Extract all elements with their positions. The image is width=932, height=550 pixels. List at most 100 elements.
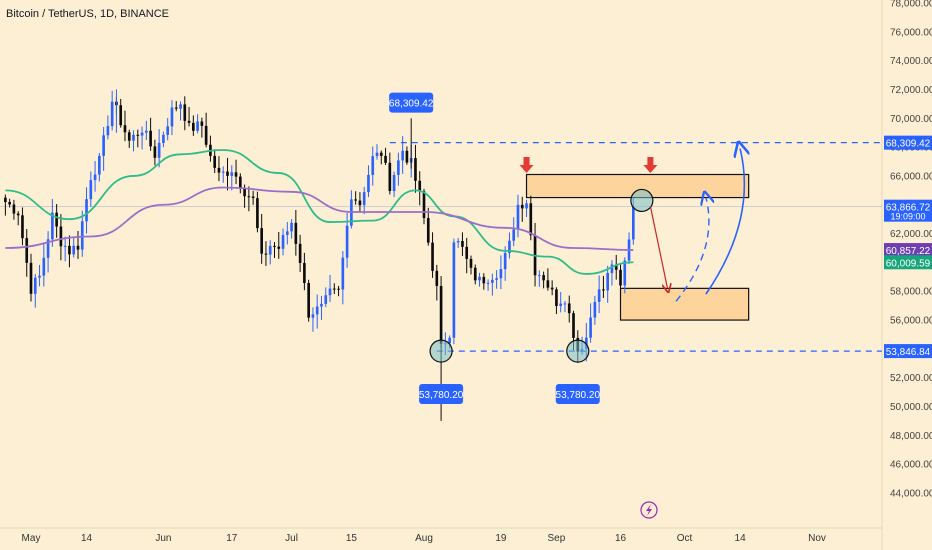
candle-body[interactable]	[461, 240, 464, 247]
candle-body[interactable]	[55, 212, 58, 227]
candle-body[interactable]	[192, 122, 195, 131]
candle-body[interactable]	[332, 288, 336, 290]
candle-body[interactable]	[281, 234, 285, 249]
candle-body[interactable]	[473, 267, 477, 281]
candle-body[interactable]	[256, 198, 259, 229]
candle-body[interactable]	[12, 204, 16, 214]
candle-body[interactable]	[102, 135, 105, 156]
candle-body[interactable]	[388, 162, 392, 191]
candle-body[interactable]	[230, 172, 234, 176]
candle-body[interactable]	[371, 156, 375, 175]
candle-body[interactable]	[469, 258, 473, 268]
candle-body[interactable]	[567, 303, 571, 314]
candle-body[interactable]	[563, 303, 567, 305]
candle-body[interactable]	[162, 134, 165, 143]
candle-body[interactable]	[76, 245, 80, 250]
candle-body[interactable]	[16, 213, 20, 216]
candle-body[interactable]	[4, 197, 7, 203]
candle-body[interactable]	[136, 134, 140, 136]
candle-body[interactable]	[375, 152, 379, 157]
candle-body[interactable]	[379, 152, 383, 156]
candle-body[interactable]	[529, 203, 533, 236]
candle-body[interactable]	[491, 279, 494, 283]
candle-body[interactable]	[72, 245, 76, 255]
candle-body[interactable]	[243, 188, 246, 197]
candle-body[interactable]	[572, 313, 575, 338]
candle-body[interactable]	[367, 174, 370, 193]
candle-body[interactable]	[439, 285, 443, 344]
candle-body[interactable]	[311, 314, 315, 318]
candle-body[interactable]	[153, 146, 157, 158]
candle-body[interactable]	[606, 273, 610, 291]
candle-body[interactable]	[63, 245, 67, 247]
candle-body[interactable]	[226, 171, 229, 176]
candle-body[interactable]	[610, 264, 614, 274]
candle-body[interactable]	[260, 228, 263, 254]
candle-body[interactable]	[145, 130, 148, 133]
candle-body[interactable]	[431, 242, 434, 271]
candle-body[interactable]	[200, 121, 204, 126]
candle-body[interactable]	[42, 257, 46, 276]
candle-body[interactable]	[520, 204, 524, 209]
candle-body[interactable]	[110, 101, 114, 127]
candle-body[interactable]	[290, 222, 293, 232]
candle-body[interactable]	[593, 301, 597, 318]
candle-body[interactable]	[234, 172, 238, 177]
candle-body[interactable]	[307, 283, 310, 318]
candle-body[interactable]	[508, 240, 511, 254]
candle-body[interactable]	[140, 132, 144, 136]
candle-body[interactable]	[631, 206, 635, 240]
candle-body[interactable]	[29, 262, 33, 294]
candle-body[interactable]	[59, 226, 63, 247]
candle-body[interactable]	[268, 245, 272, 255]
candle-body[interactable]	[525, 203, 528, 209]
candle-body[interactable]	[465, 246, 469, 259]
candle-body[interactable]	[452, 242, 456, 338]
candle-body[interactable]	[238, 176, 242, 189]
candle-body[interactable]	[597, 289, 601, 302]
candle-body[interactable]	[328, 288, 332, 296]
candle-body[interactable]	[285, 231, 289, 235]
candle-body[interactable]	[512, 229, 516, 241]
candle-body[interactable]	[456, 240, 460, 243]
candle-body[interactable]	[273, 245, 276, 247]
candle-body[interactable]	[542, 275, 545, 281]
candle-body[interactable]	[614, 264, 618, 270]
candle-body[interactable]	[397, 160, 400, 175]
candle-body[interactable]	[414, 158, 417, 181]
candle-body[interactable]	[559, 303, 563, 307]
candle-body[interactable]	[546, 280, 550, 288]
candle-body[interactable]	[127, 132, 131, 141]
candle-body[interactable]	[89, 180, 93, 200]
candle-body[interactable]	[251, 196, 255, 199]
candle-body[interactable]	[619, 269, 622, 286]
candle-body[interactable]	[418, 180, 422, 192]
candle-body[interactable]	[85, 199, 88, 222]
candle-body[interactable]	[499, 269, 503, 279]
candle-body[interactable]	[217, 167, 221, 173]
candle-body[interactable]	[341, 257, 345, 290]
candle-body[interactable]	[298, 243, 302, 263]
candle-body[interactable]	[213, 155, 217, 168]
candle-body[interactable]	[422, 191, 426, 219]
candle-body[interactable]	[264, 253, 268, 255]
candle-body[interactable]	[196, 121, 199, 131]
candle-body[interactable]	[354, 199, 357, 201]
candle-body[interactable]	[204, 125, 208, 145]
candle-body[interactable]	[495, 278, 498, 280]
candle-body[interactable]	[486, 282, 490, 284]
candle-body[interactable]	[516, 204, 520, 230]
candle-body[interactable]	[170, 107, 174, 127]
candle-body[interactable]	[345, 225, 349, 258]
candle-body[interactable]	[324, 295, 328, 304]
candle-body[interactable]	[362, 192, 366, 206]
candle-body[interactable]	[478, 276, 481, 281]
candle-body[interactable]	[550, 287, 554, 290]
candle-body[interactable]	[51, 212, 54, 240]
candle-body[interactable]	[426, 218, 430, 243]
candle-body[interactable]	[8, 202, 11, 205]
candle-body[interactable]	[68, 245, 71, 255]
candle-body[interactable]	[303, 262, 306, 284]
candle-body[interactable]	[538, 275, 541, 277]
candle-body[interactable]	[106, 126, 110, 136]
